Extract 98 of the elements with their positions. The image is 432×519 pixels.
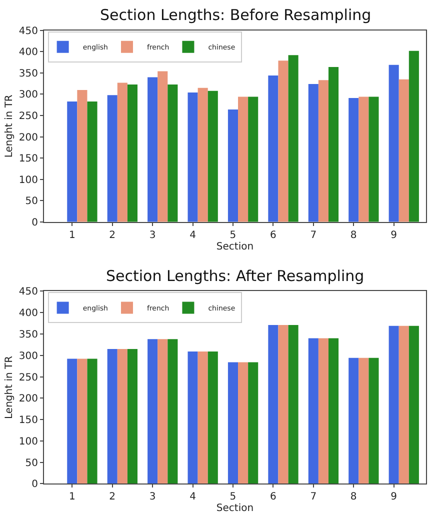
x-tick-label: 3 (149, 492, 156, 503)
bar (238, 96, 248, 222)
y-tick-label: 450 (18, 26, 38, 37)
bar (288, 55, 298, 222)
bar (348, 98, 359, 222)
y-tick-label: 100 (18, 436, 38, 448)
bar (148, 77, 158, 222)
bar (127, 84, 138, 222)
bar (77, 90, 88, 222)
bar (348, 358, 359, 484)
bar (67, 101, 78, 222)
bar (87, 358, 98, 484)
bar (388, 64, 399, 222)
bar (268, 325, 278, 484)
bar (228, 110, 238, 222)
y-tick-label: 300 (18, 350, 38, 362)
x-tick-label: 9 (390, 492, 398, 503)
y-axis-title: Lenght in TR (4, 356, 15, 419)
bar (148, 339, 158, 484)
x-tick-label: 8 (350, 230, 357, 241)
bar (408, 326, 419, 484)
bar (248, 362, 258, 484)
x-tick-label: 9 (390, 230, 398, 241)
x-tick-label: 4 (190, 230, 196, 241)
y-tick-label: 350 (18, 68, 38, 80)
y-tick-label: 400 (18, 47, 38, 58)
bar (188, 92, 198, 222)
bar (398, 79, 409, 222)
bar (398, 326, 409, 484)
bar (368, 96, 379, 222)
bar (208, 352, 218, 484)
y-axis-title: Lenght in TR (4, 94, 15, 158)
bar (77, 358, 88, 484)
bar (107, 95, 118, 222)
y-tick-label: 200 (18, 132, 38, 144)
bar (388, 326, 399, 484)
bar (228, 362, 238, 484)
bar (67, 358, 78, 484)
bar (308, 84, 318, 222)
x-tick-label: 2 (109, 492, 116, 503)
bar (87, 101, 98, 222)
x-tick-label: 6 (270, 230, 276, 241)
bar (408, 50, 419, 222)
y-tick-label: 150 (18, 415, 38, 426)
y-tick-label: 250 (18, 111, 38, 122)
bar (358, 358, 369, 484)
bar (328, 338, 339, 484)
bar (358, 96, 369, 222)
x-tick-label: 4 (190, 492, 196, 503)
x-tick-label: 3 (149, 230, 156, 241)
y-tick-label: 450 (18, 286, 38, 298)
chart-title: Section Lengths: After Resampling (106, 267, 364, 285)
bar (318, 338, 328, 484)
x-tick-label: 7 (310, 230, 317, 241)
bar (278, 325, 288, 484)
y-tick-label: 0 (32, 479, 38, 490)
bar (107, 348, 118, 484)
bar (127, 348, 138, 484)
y-tick-label: 400 (18, 308, 38, 320)
x-tick-label: 5 (230, 230, 236, 241)
y-tick-label: 50 (25, 458, 38, 469)
x-tick-label: 1 (68, 492, 76, 503)
y-tick-label: 50 (25, 196, 38, 208)
bar (368, 358, 379, 484)
y-tick-label: 0 (32, 217, 38, 228)
bar (158, 339, 168, 484)
x-axis-title: Section (216, 241, 254, 252)
y-tick-label: 200 (18, 394, 38, 405)
chart-title: Section Lengths: Before Resampling (100, 6, 372, 24)
x-tick-label: 8 (350, 492, 357, 503)
x-tick-label: 1 (68, 230, 76, 241)
bar (117, 348, 128, 484)
bar (188, 352, 198, 484)
bar (328, 66, 339, 222)
y-tick-label: 150 (18, 154, 38, 165)
x-tick-label: 2 (109, 230, 116, 241)
bar (308, 338, 318, 484)
y-tick-label: 300 (18, 90, 38, 101)
y-tick-label: 250 (18, 372, 38, 384)
y-tick-label: 350 (18, 329, 38, 340)
x-tick-label: 6 (270, 492, 276, 503)
bar (158, 71, 168, 222)
bar (117, 82, 128, 222)
bar (248, 96, 258, 222)
bar (288, 325, 298, 484)
bar (278, 60, 288, 222)
y-tick-label: 100 (18, 174, 38, 186)
x-tick-label: 5 (230, 492, 236, 503)
x-tick-label: 7 (310, 492, 317, 503)
bar (198, 88, 208, 222)
bar (198, 352, 208, 484)
bar (318, 80, 328, 222)
bar (168, 84, 178, 222)
bar (268, 76, 278, 222)
bar (168, 339, 178, 484)
bar (208, 90, 218, 222)
bar (238, 362, 248, 484)
x-axis-title: Section (216, 503, 254, 514)
